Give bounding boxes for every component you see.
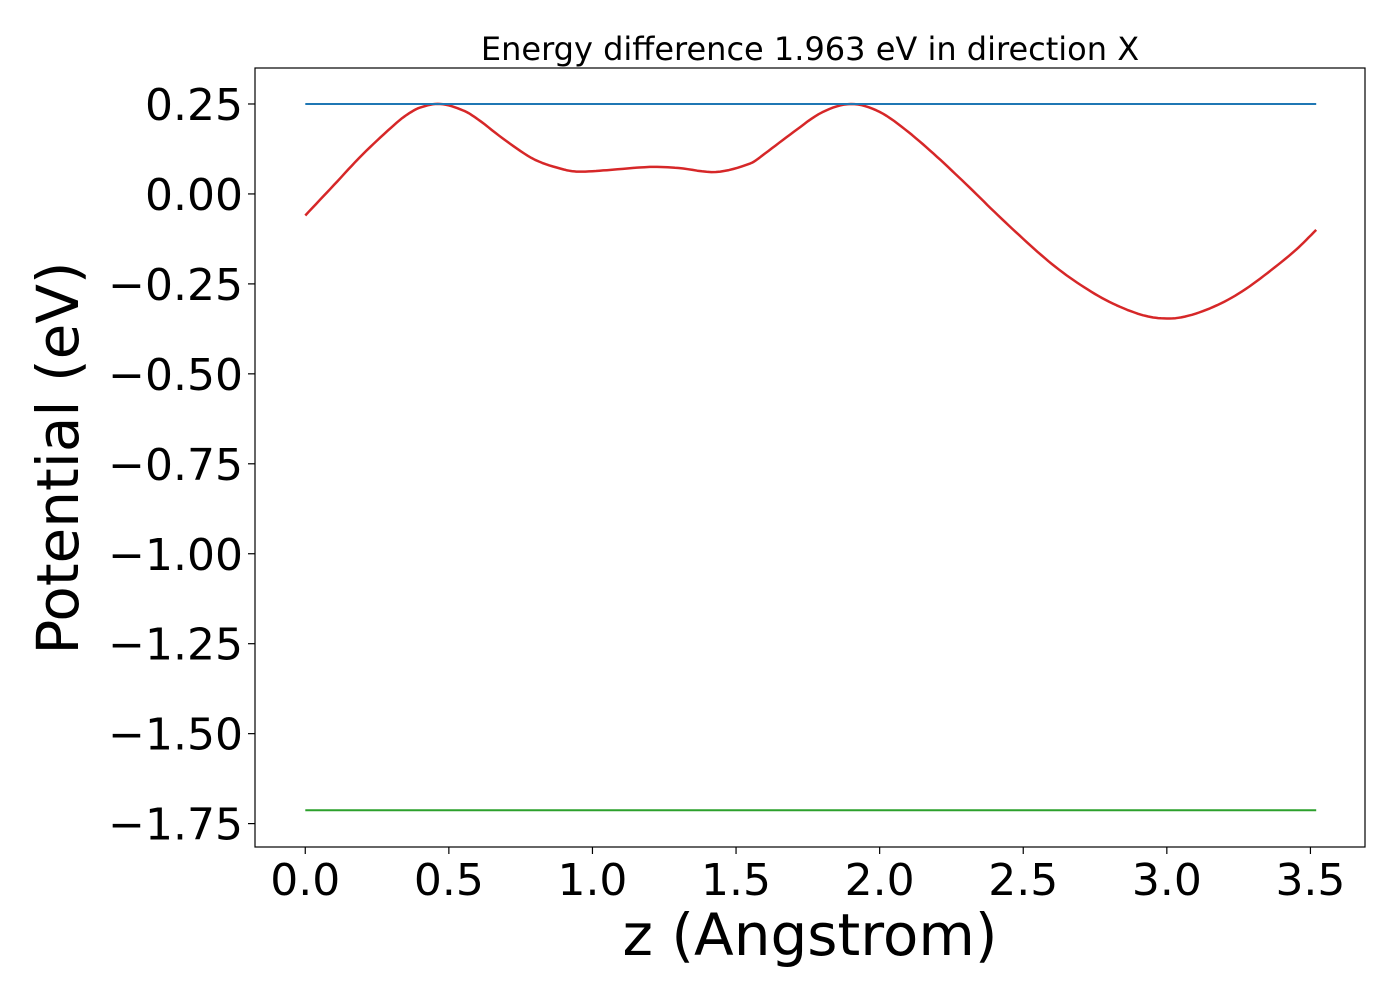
chart-title: Energy difference 1.963 eV in direction … <box>481 30 1139 68</box>
y-tick-label: −0.75 <box>108 440 243 491</box>
x-tick-label: 3.5 <box>1275 855 1345 906</box>
x-tick-label: 2.0 <box>845 855 915 906</box>
x-tick-label: 1.5 <box>701 855 771 906</box>
plot-background <box>255 68 1365 847</box>
y-tick-label: −1.00 <box>108 530 243 581</box>
potential-curve <box>304 102 1318 320</box>
x-axis-ticks: 0.0 0.5 1.0 1.5 2.0 2.5 3.0 3.5 <box>270 847 1345 906</box>
x-axis-label: z (Angstrom) <box>623 901 998 969</box>
y-tick-label: 0.00 <box>145 170 243 221</box>
series-layer <box>304 102 1318 812</box>
plot-frame <box>254 67 1366 848</box>
x-tick-label: 2.5 <box>988 855 1058 906</box>
y-axis-label: Potential (eV) <box>24 261 92 654</box>
y-tick-label: −1.50 <box>108 710 243 761</box>
y-tick-label: −1.25 <box>108 620 243 671</box>
x-tick-label: 1.0 <box>557 855 627 906</box>
y-tick-label: 0.25 <box>145 80 243 131</box>
y-tick-label: −0.50 <box>108 350 243 401</box>
x-tick-label: 3.0 <box>1132 855 1202 906</box>
y-tick-label: −1.75 <box>108 800 243 851</box>
y-axis-ticks: 0.25 0.00 −0.25 −0.50 −0.75 −1.00 −1.25 −1.50 −1… <box>108 80 255 851</box>
x-tick-label: 0.5 <box>414 855 484 906</box>
x-tick-label: 0.0 <box>270 855 340 906</box>
y-tick-label: −0.25 <box>108 260 243 311</box>
